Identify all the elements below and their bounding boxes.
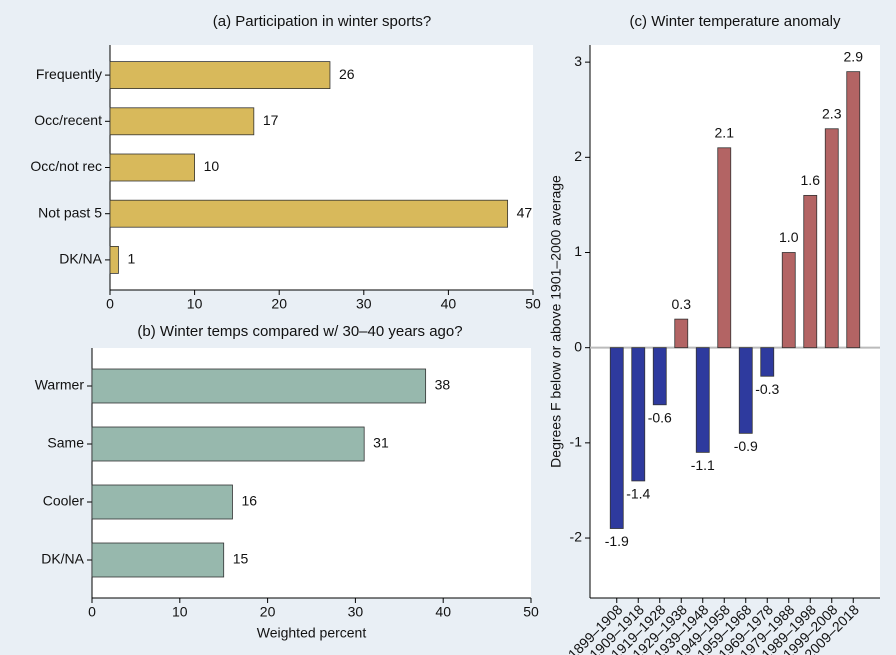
y-tick-label: Not past 5 xyxy=(38,204,102,220)
value-label: -1.4 xyxy=(626,486,650,502)
y-tick-label: -1 xyxy=(570,434,583,450)
value-label: 26 xyxy=(339,66,355,82)
value-label: 1.6 xyxy=(801,172,821,188)
x-tick-label: 0 xyxy=(88,604,96,620)
x-tick-label: 50 xyxy=(523,604,539,620)
x-tick-label: 30 xyxy=(356,296,372,312)
bar xyxy=(781,252,796,349)
bar xyxy=(91,368,427,404)
bar xyxy=(631,347,646,482)
y-tick-label: Cooler xyxy=(43,493,85,509)
value-label: 10 xyxy=(204,158,220,174)
bar xyxy=(652,347,667,406)
value-label: 31 xyxy=(373,435,389,451)
value-label: 47 xyxy=(517,204,533,220)
bar xyxy=(717,147,732,349)
value-label: 15 xyxy=(233,551,249,567)
value-label: -1.1 xyxy=(691,457,715,473)
x-axis-label: Weighted percent xyxy=(257,625,367,641)
bar xyxy=(824,128,839,349)
y-tick-label: Occ/not rec xyxy=(30,158,102,174)
value-label: 1.0 xyxy=(779,229,799,245)
value-label: 38 xyxy=(435,377,451,393)
y-tick-label: Same xyxy=(47,435,84,451)
bar xyxy=(738,347,753,434)
x-tick-label: 10 xyxy=(187,296,203,312)
value-label: -0.9 xyxy=(734,438,758,454)
value-label: -1.9 xyxy=(605,533,629,549)
bar xyxy=(846,71,861,349)
bar xyxy=(109,153,195,182)
x-tick-label: 50 xyxy=(525,296,541,312)
x-tick-label: 10 xyxy=(172,604,188,620)
y-tick-label: 1 xyxy=(574,243,582,259)
bar xyxy=(695,347,710,453)
y-tick-label: Occ/recent xyxy=(34,112,102,128)
bar xyxy=(609,347,624,529)
value-label: 16 xyxy=(241,493,257,509)
x-tick-label: 20 xyxy=(271,296,287,312)
value-label: 2.1 xyxy=(715,124,735,140)
x-tick-label: 20 xyxy=(260,604,276,620)
y-tick-label: 2 xyxy=(574,148,582,164)
bar xyxy=(109,245,119,274)
value-label: -0.6 xyxy=(648,409,672,425)
chart-title: (a) Participation in winter sports? xyxy=(213,13,431,30)
value-label: 0.3 xyxy=(672,296,692,312)
bar xyxy=(109,107,255,136)
y-tick-label: -2 xyxy=(570,529,583,545)
bar xyxy=(109,199,509,228)
y-tick-label: 3 xyxy=(574,53,582,69)
value-label: 1 xyxy=(127,251,135,267)
x-tick-label: 40 xyxy=(441,296,457,312)
chart-title: (c) Winter temperature anomaly xyxy=(630,13,841,30)
y-axis-label: Degrees F below or above 1901–2000 avera… xyxy=(548,175,564,468)
x-tick-label: 30 xyxy=(348,604,364,620)
y-tick-label: Frequently xyxy=(36,66,102,82)
y-tick-label: DK/NA xyxy=(59,251,102,267)
y-tick-label: DK/NA xyxy=(41,551,84,567)
bar xyxy=(803,194,818,349)
value-label: 2.9 xyxy=(844,48,864,64)
bar xyxy=(109,61,331,89)
value-label: 2.3 xyxy=(822,105,842,121)
bar xyxy=(91,426,365,462)
bar xyxy=(91,542,225,578)
y-tick-label: Warmer xyxy=(35,377,85,393)
value-label: -0.3 xyxy=(755,381,779,397)
bar xyxy=(674,318,689,349)
bar xyxy=(760,347,775,377)
value-label: 17 xyxy=(263,112,279,128)
bar xyxy=(91,484,233,520)
x-tick-label: 0 xyxy=(106,296,114,312)
y-tick-label: 0 xyxy=(574,338,582,354)
chart-title: (b) Winter temps compared w/ 30–40 years… xyxy=(137,323,462,340)
x-tick-label: 40 xyxy=(435,604,451,620)
